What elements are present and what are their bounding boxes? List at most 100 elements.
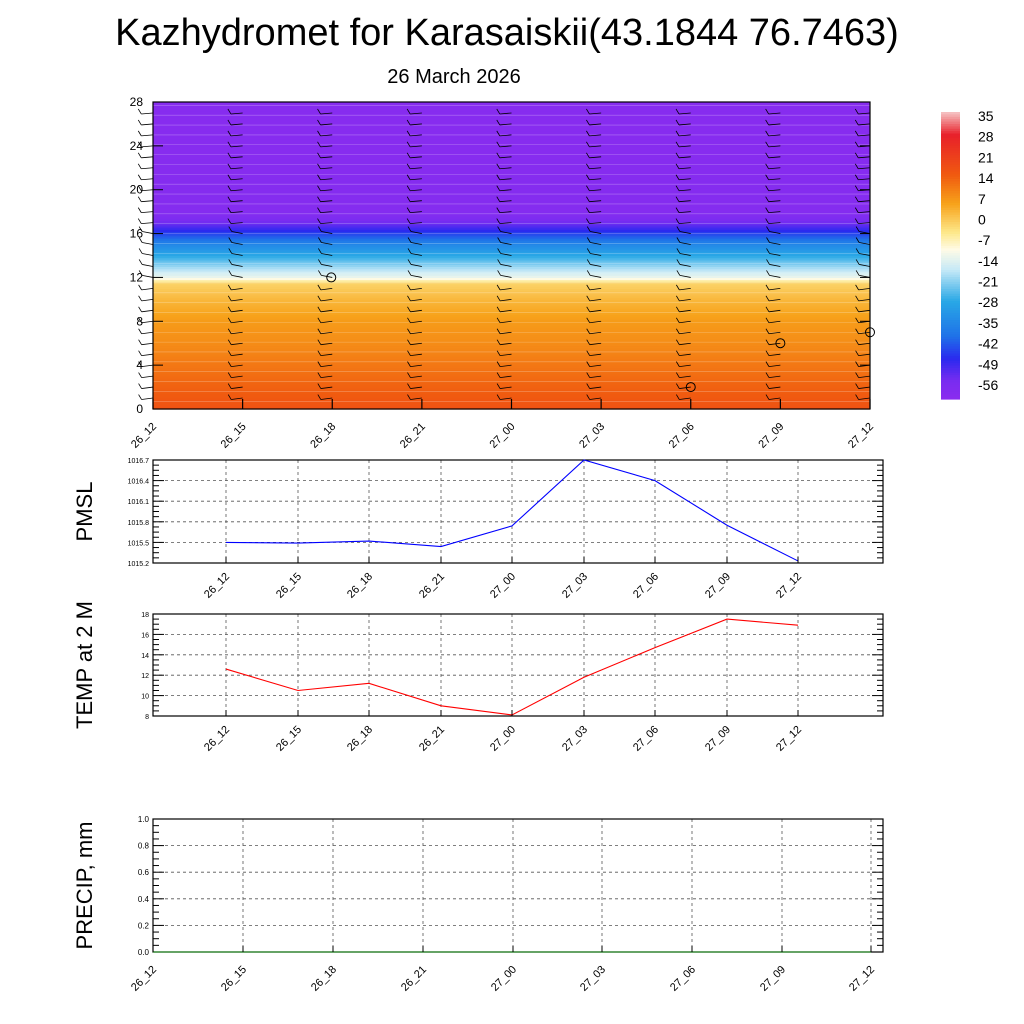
calm-wind-marker <box>685 382 696 393</box>
x-tick-label: 26_15 <box>219 964 249 994</box>
colorbar-swatch <box>941 375 960 379</box>
wind-barb-flag <box>138 383 142 389</box>
colorbar-swatch <box>941 339 960 343</box>
temperature-colorbar: 35 28 21 14 7 0 -7 -14 -21 -28 -35 -42 -49 -56 <box>941 108 998 400</box>
calm-wind-marker <box>326 272 337 283</box>
wind-barb <box>230 123 243 126</box>
colorbar-swatch <box>941 303 960 307</box>
heatmap-frame <box>152 101 871 410</box>
wind-barb <box>768 189 781 192</box>
wind-barb <box>231 342 243 346</box>
colorbar-swatch <box>941 152 960 156</box>
colorbar-swatch <box>941 233 960 237</box>
y-tick-label: 1015.8 <box>128 520 150 527</box>
wind-barb <box>231 309 243 313</box>
x-tick-label: 26_18 <box>309 964 339 994</box>
wind-barb <box>769 253 781 256</box>
wind-barb-flag <box>227 174 232 180</box>
wind-barb <box>858 167 871 170</box>
panel-frame <box>152 613 884 717</box>
wind-barb-flag <box>496 185 501 191</box>
heatmap-band <box>153 292 870 296</box>
wind-barb <box>858 375 871 378</box>
wind-barb-flag <box>586 339 591 345</box>
heatmap-band <box>153 130 870 134</box>
wind-barb-flag <box>406 152 411 159</box>
wind-barb-flag <box>407 350 411 356</box>
wind-barb-flag <box>766 259 770 265</box>
wind-barb-flag <box>138 248 143 254</box>
wind-barb <box>768 211 781 214</box>
wind-barb <box>410 386 422 389</box>
colorbar-label: -56 <box>978 377 998 393</box>
wind-barb <box>141 287 154 291</box>
wind-barb <box>141 353 154 357</box>
heatmap-band <box>153 380 870 384</box>
y-axis-label: PRECIP, mm <box>72 822 97 950</box>
colorbar-swatch <box>941 214 960 218</box>
heatmap-band <box>153 202 870 206</box>
colorbar-swatch <box>941 288 960 292</box>
wind-barb <box>231 331 243 335</box>
wind-barb-flag <box>407 306 411 313</box>
colorbar-label: -28 <box>978 294 998 310</box>
heatmap-band <box>153 174 870 178</box>
heatmap-band <box>153 349 870 353</box>
heatmap-band <box>153 248 870 252</box>
wind-barb-flag <box>138 328 142 334</box>
colorbar-swatch <box>941 365 960 369</box>
wind-barb <box>858 386 871 389</box>
wind-barb <box>678 145 691 148</box>
heatmap-band <box>153 141 870 145</box>
wind-barb <box>410 397 422 400</box>
wind-barb-flag <box>318 259 322 265</box>
colorbar-swatch <box>941 250 960 254</box>
heatmap-band <box>153 277 870 281</box>
x-tick-label: 27_12 <box>847 964 877 994</box>
colorbar-swatch <box>941 257 960 261</box>
wind-barb <box>500 309 512 313</box>
wind-barb-flag <box>854 119 859 126</box>
colorbar-swatch <box>941 334 960 338</box>
wind-barb-flag <box>407 361 411 367</box>
heatmap-band <box>153 112 870 116</box>
heatmap-band <box>153 367 870 371</box>
wind-barb-flag <box>496 218 501 224</box>
heatmap-band <box>153 305 870 309</box>
colorbar-swatch <box>941 131 960 135</box>
heatmap-band <box>153 281 870 285</box>
wind-barb-flag <box>855 295 859 302</box>
heatmap-band <box>153 121 870 125</box>
wind-barb-flag <box>675 284 680 291</box>
heatmap-band <box>153 237 870 241</box>
x-tick-label: 27_09 <box>703 571 733 601</box>
wind-barb-flag <box>586 141 590 148</box>
wind-barb-flag <box>317 218 321 224</box>
colorbar-swatch <box>941 121 960 125</box>
wind-barb <box>410 134 422 137</box>
heatmap-band <box>153 334 870 338</box>
wind-barb-flag <box>854 163 859 169</box>
y-axis-label: TEMP at 2 M <box>72 601 97 729</box>
colorbar-swatch <box>941 308 960 312</box>
colorbar-swatch <box>941 320 960 324</box>
wind-barb-flag <box>765 339 770 345</box>
wind-barb <box>231 320 243 324</box>
colorbar-swatch <box>941 358 960 362</box>
wind-barb-flag <box>138 317 142 323</box>
heatmap-band <box>153 369 870 373</box>
colorbar-swatch <box>941 205 960 209</box>
wind-barb-flag <box>496 163 501 169</box>
wind-barb <box>678 200 691 203</box>
wind-barb-flag <box>675 207 680 213</box>
wind-barb <box>141 178 154 181</box>
wind-barb-flag <box>406 174 411 180</box>
heatmap-band <box>153 286 870 289</box>
wind-barb-flag <box>138 259 143 265</box>
wind-barb-flag <box>765 218 769 224</box>
wind-barb-flag <box>497 248 501 254</box>
wind-barb <box>858 123 871 126</box>
x-tick-label: 27_03 <box>560 724 590 754</box>
wind-barb-flag <box>855 284 859 291</box>
colorbar-swatch <box>941 195 960 199</box>
